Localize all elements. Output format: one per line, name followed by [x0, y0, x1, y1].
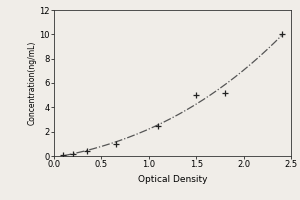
X-axis label: Optical Density: Optical Density	[138, 175, 207, 184]
Y-axis label: Concentration(ng/mL): Concentration(ng/mL)	[28, 41, 37, 125]
